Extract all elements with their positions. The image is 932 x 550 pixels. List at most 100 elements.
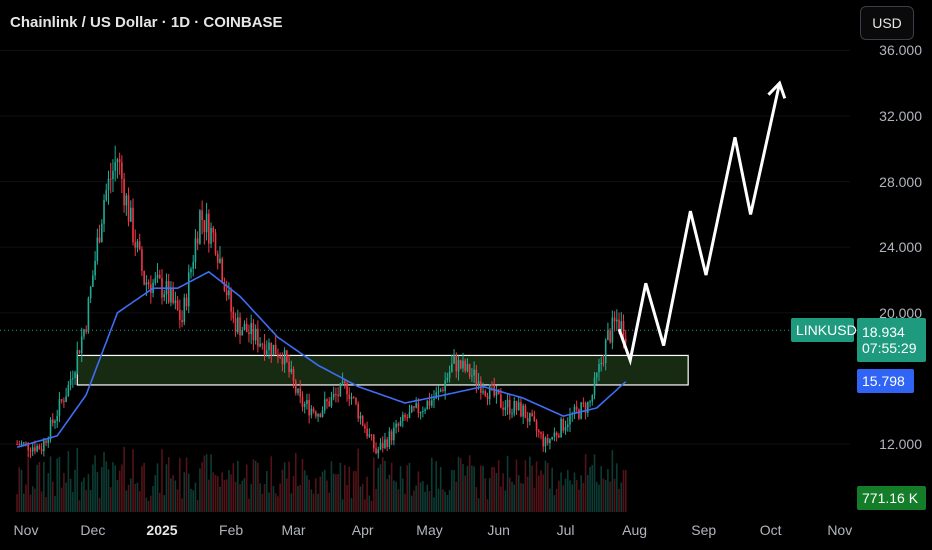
- candle: [306, 393, 308, 410]
- volume-bar: [587, 474, 589, 512]
- volume-bar: [560, 472, 562, 512]
- candle: [123, 172, 125, 213]
- volume-bar: [232, 463, 235, 512]
- volume-bar: [65, 482, 67, 512]
- candle: [317, 413, 319, 422]
- volume-bar: [388, 474, 391, 512]
- candle: [424, 407, 426, 415]
- candle: [136, 238, 139, 253]
- candle: [560, 416, 562, 438]
- volume-bar: [613, 478, 616, 512]
- volume-bar: [373, 457, 375, 512]
- support-zone[interactable]: [76, 354, 689, 386]
- candle: [98, 224, 101, 244]
- chart-title: Chainlink / US Dollar · 1D · COINBASE: [10, 14, 283, 31]
- candle: [78, 349, 81, 354]
- volume-bar: [571, 484, 574, 512]
- candle: [613, 311, 616, 332]
- volume-bar: [283, 462, 286, 512]
- candle: [384, 432, 386, 450]
- volume-bar: [462, 464, 464, 512]
- volume-bar: [154, 475, 157, 512]
- volume-bar: [435, 461, 438, 512]
- candle: [147, 279, 150, 290]
- candle: [308, 393, 310, 424]
- candle: [163, 289, 166, 302]
- candle: [243, 320, 246, 331]
- volume-bar: [69, 478, 72, 512]
- volume-bar: [433, 497, 435, 512]
- candlesticks: [16, 145, 627, 459]
- candle: [468, 363, 471, 380]
- candle: [265, 340, 268, 357]
- volume-bar: [444, 491, 446, 512]
- volume-bar: [406, 465, 409, 512]
- volume-bar: [219, 486, 221, 512]
- x-tick-label: May: [416, 522, 443, 538]
- candle: [29, 447, 32, 459]
- candle: [426, 399, 429, 410]
- volume-bar: [257, 462, 259, 512]
- volume-bar: [564, 478, 567, 512]
- volume-bar: [141, 466, 143, 512]
- candle: [210, 222, 212, 248]
- volume-bar: [96, 471, 99, 512]
- volume-bar: [446, 494, 449, 512]
- candle: [286, 350, 288, 364]
- volume-bar: [468, 455, 471, 512]
- candle: [446, 372, 449, 383]
- x-tick-label: Oct: [759, 522, 782, 538]
- candle: [294, 378, 297, 396]
- candle: [339, 383, 342, 397]
- volume-bar: [497, 460, 500, 512]
- currency-button[interactable]: USD: [860, 6, 914, 40]
- volume-bar: [312, 493, 315, 512]
- candle: [279, 352, 281, 359]
- projection-path[interactable]: [617, 82, 782, 366]
- volume-bar: [328, 492, 331, 512]
- volume-bar: [477, 498, 480, 512]
- candle: [466, 358, 469, 373]
- volume-bar: [31, 486, 34, 512]
- volume-bar: [105, 461, 108, 512]
- volume-bar: [522, 483, 524, 512]
- volume-bar: [228, 469, 230, 512]
- candle: [292, 366, 295, 389]
- candle: [522, 403, 524, 425]
- volume-bar: [176, 489, 179, 512]
- candle: [319, 412, 322, 418]
- moving-average-badge: 15.798: [857, 369, 914, 393]
- volume-bar: [377, 467, 380, 512]
- candle: [437, 385, 440, 401]
- candle: [283, 347, 286, 373]
- candle: [430, 394, 433, 408]
- volume-bar: [395, 481, 397, 512]
- candle: [16, 440, 18, 445]
- volume-bar: [517, 475, 520, 512]
- candle: [38, 443, 41, 450]
- y-tick-label: 28.000: [879, 173, 922, 190]
- candle: [564, 420, 567, 435]
- candle: [18, 440, 21, 446]
- candle: [80, 327, 83, 363]
- volume-bar: [598, 484, 600, 512]
- volume-bar: [542, 474, 545, 512]
- volume-bar: [473, 466, 475, 512]
- volume-bar: [208, 479, 210, 512]
- volume-bar: [150, 495, 152, 512]
- volume-bar: [22, 493, 25, 512]
- candle: [509, 393, 511, 420]
- candle: [562, 417, 565, 434]
- candle: [89, 285, 92, 304]
- candle: [569, 407, 571, 433]
- volume-bar: [480, 465, 482, 512]
- volume-bar: [515, 459, 518, 512]
- volume-bar: [593, 454, 596, 512]
- candle: [76, 341, 79, 375]
- candle: [154, 272, 157, 286]
- volume-bar: [40, 491, 43, 512]
- candle: [517, 395, 520, 411]
- volume-bar: [361, 483, 364, 512]
- volume-bar: [27, 453, 30, 512]
